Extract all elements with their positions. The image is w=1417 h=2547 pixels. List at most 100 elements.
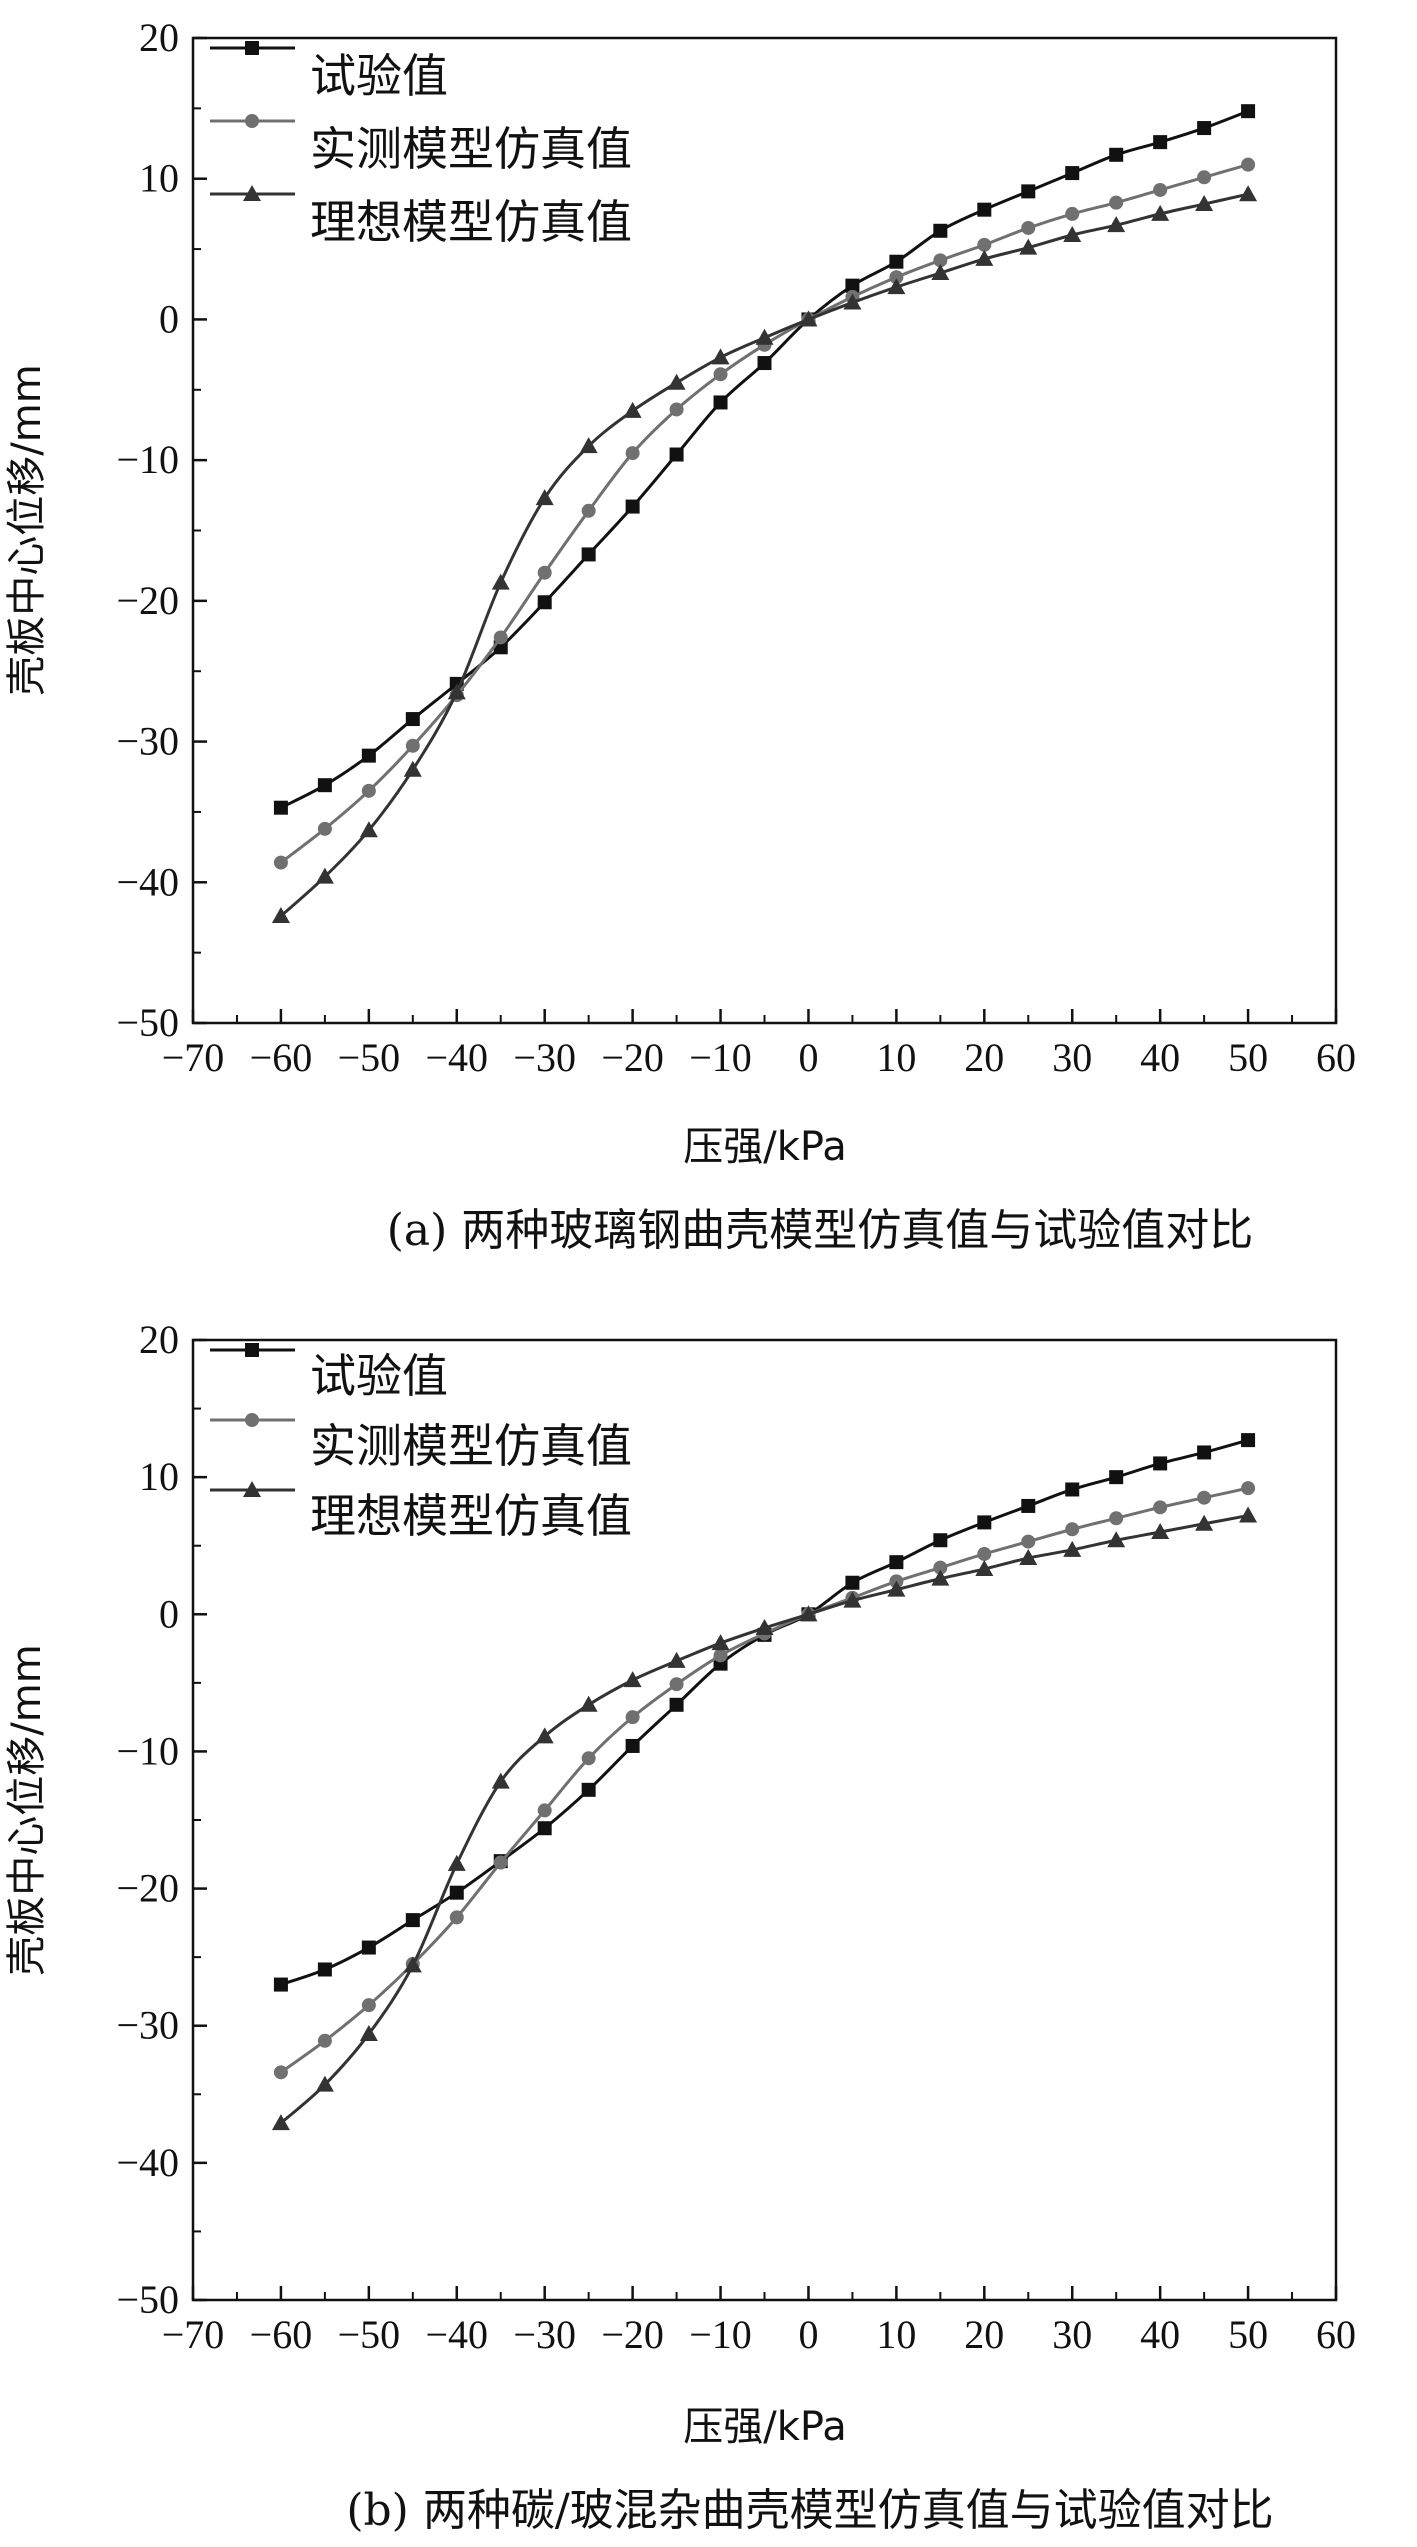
data-point-1 — [493, 630, 508, 645]
y-tick-label: −40 — [116, 859, 179, 904]
y-tick-label: 10 — [139, 156, 179, 201]
data-point-1 — [933, 253, 948, 268]
x-tick-label: 0 — [798, 2312, 818, 2357]
data-point-1 — [1241, 157, 1256, 172]
data-point-0 — [845, 1575, 860, 1590]
data-point-1 — [1153, 1500, 1168, 1515]
x-tick-label: 0 — [798, 1035, 818, 1080]
data-point-0 — [933, 1533, 948, 1548]
data-point-1 — [933, 1560, 948, 1575]
data-point-0 — [1197, 1445, 1212, 1460]
data-point-2 — [579, 1695, 598, 1712]
data-point-1 — [1065, 1522, 1080, 1537]
y-tick-label: 0 — [159, 296, 179, 341]
data-point-1 — [889, 270, 904, 285]
data-point-0 — [537, 595, 552, 610]
data-point-0 — [405, 712, 420, 727]
x-tick-label: 50 — [1228, 2312, 1268, 2357]
data-point-0 — [581, 547, 596, 562]
legend-label-b-0: 试验值 — [310, 1349, 448, 1403]
x-tick-label: −60 — [250, 1035, 313, 1080]
data-point-0 — [889, 1555, 904, 1570]
data-point-2 — [359, 821, 378, 838]
data-point-0 — [713, 395, 728, 410]
data-point-1 — [713, 1648, 728, 1663]
data-point-2 — [315, 867, 334, 884]
data-point-1 — [1153, 182, 1168, 197]
data-point-0 — [1021, 1498, 1036, 1513]
x-tick-label: −30 — [513, 1035, 576, 1080]
x-tick-label: 40 — [1140, 1035, 1180, 1080]
x-tick-label: 20 — [964, 2312, 1004, 2357]
y-tick-label: −20 — [116, 578, 179, 623]
axis-ticks-a: −70 −60 −50 −40 −30 −20 −10 0 10 20 30 40 50 60 −50 −40… — [116, 15, 1356, 1080]
data-point-0 — [845, 278, 860, 293]
legend-label-b-2: 理想模型仿真值 — [310, 1489, 632, 1543]
data-point-2 — [1195, 195, 1214, 212]
legend-marker-1 — [245, 114, 259, 128]
data-point-2 — [491, 1772, 510, 1789]
data-point-1 — [1065, 206, 1080, 221]
data-point-2 — [711, 1634, 730, 1651]
x-tick-label: 60 — [1316, 2312, 1356, 2357]
data-point-2 — [667, 1651, 686, 1668]
data-point-2 — [535, 1727, 554, 1744]
y-tick-label: −50 — [116, 1000, 179, 1045]
data-point-2 — [447, 683, 466, 700]
data-point-2 — [403, 1956, 422, 1973]
data-point-0 — [317, 778, 332, 793]
y-tick-label: 0 — [159, 1591, 179, 1636]
data-point-0 — [669, 1697, 684, 1712]
data-point-1 — [1109, 195, 1124, 210]
data-point-2 — [1019, 1549, 1038, 1566]
x-tick-label: 20 — [964, 1035, 1004, 1080]
caption-a: (a) 两种玻璃钢曲壳模型仿真值与试验值对比 — [387, 1205, 1254, 1256]
data-point-0 — [1241, 1433, 1256, 1448]
data-point-2 — [1195, 1514, 1214, 1531]
data-point-2 — [1151, 1523, 1170, 1539]
series-line-1 — [280, 163, 1249, 864]
data-point-2 — [1239, 185, 1258, 202]
x-tick-label: 40 — [1140, 2312, 1180, 2357]
data-point-1 — [449, 1910, 464, 1925]
legend-a: 试验值 实测模型仿真值 理想模型仿真值 — [210, 41, 632, 249]
data-point-0 — [977, 202, 992, 217]
data-point-2 — [623, 401, 642, 418]
data-point-2 — [843, 1591, 862, 1608]
series-group-b — [271, 1433, 1258, 2131]
data-point-2 — [1063, 226, 1082, 242]
data-point-1 — [713, 367, 728, 382]
data-point-2 — [799, 1605, 818, 1622]
data-point-2 — [1063, 1540, 1082, 1557]
data-point-0 — [1109, 147, 1124, 162]
data-point-2 — [755, 328, 774, 345]
data-point-2 — [799, 310, 818, 327]
x-tick-label: 50 — [1228, 1035, 1268, 1080]
data-point-2 — [931, 263, 950, 280]
data-point-0 — [625, 1738, 640, 1753]
legend-label-b-1: 实测模型仿真值 — [310, 1419, 632, 1473]
legend-label-a-0: 试验值 — [310, 49, 448, 103]
data-point-0 — [361, 748, 376, 763]
data-point-2 — [403, 760, 422, 777]
x-axis-label-b: 压强/kPa — [683, 2404, 846, 2450]
x-tick-label: −70 — [162, 1035, 225, 1080]
data-point-1 — [273, 855, 288, 870]
data-point-2 — [359, 2024, 378, 2041]
series-group-a — [271, 104, 1258, 924]
data-point-2 — [1239, 1506, 1258, 1523]
data-point-0 — [1153, 1456, 1168, 1471]
x-axis-label-a: 压强/kPa — [683, 1124, 846, 1170]
panel-a: −70 −60 −50 −40 −30 −20 −10 0 10 20 30 40 50 60 −50 −40… — [4, 15, 1356, 1256]
data-point-0 — [581, 1782, 596, 1797]
y-tick-label: −30 — [116, 719, 179, 764]
data-point-0 — [1197, 121, 1212, 136]
y-tick-label: −30 — [116, 2003, 179, 2048]
legend-marker-1 — [245, 1413, 259, 1427]
data-point-0 — [933, 223, 948, 238]
legend-marker-0 — [245, 1343, 259, 1357]
x-tick-label: −10 — [689, 1035, 752, 1080]
y-tick-label: −10 — [116, 437, 179, 482]
y-tick-label: −50 — [116, 2277, 179, 2322]
